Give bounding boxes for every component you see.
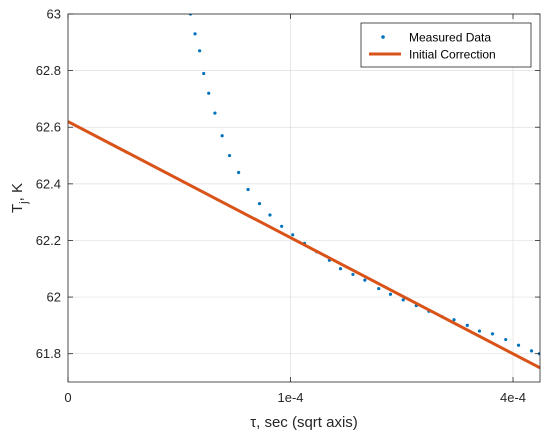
legend-box	[360, 22, 532, 68]
series-line	[68, 120, 540, 370]
data-point	[237, 170, 241, 175]
ticks: 61.8 62 62.2 62.4 62.6 62.8 63 0 1e-4 4e-4	[36, 7, 540, 405]
data-point	[477, 329, 482, 333]
data-point	[452, 318, 456, 322]
data-point	[516, 343, 521, 347]
data-point	[465, 323, 469, 327]
y-axis-label-rest: , K	[9, 183, 26, 201]
x-axis-label: τ, sec (sqrt axis)	[250, 414, 358, 431]
data-marks	[68, 14, 540, 370]
y-tick-label: 62	[47, 290, 61, 305]
y-tick-label: 62.8	[36, 63, 61, 78]
data-point	[363, 278, 367, 282]
y-tick-label: 63	[47, 7, 61, 22]
data-point	[193, 32, 197, 36]
data-point	[529, 349, 534, 353]
legend-label: Initial Correction	[409, 48, 496, 62]
y-axis-label: Tj, K	[9, 183, 30, 213]
data-point	[490, 332, 495, 336]
x-tick-label: 0	[64, 390, 71, 405]
data-point	[401, 298, 405, 302]
data-point	[202, 71, 206, 76]
data-point	[227, 153, 232, 158]
data-point	[338, 267, 343, 271]
legend-marker	[381, 35, 385, 39]
y-tick-label: 62.2	[36, 233, 61, 248]
data-point	[280, 224, 284, 228]
plot-area	[68, 14, 540, 382]
data-point	[377, 286, 381, 291]
plot-frame	[67, 13, 541, 383]
data-point	[220, 134, 224, 138]
legend-label: Measured Data	[409, 31, 491, 45]
y-tick-label: 62.6	[36, 120, 61, 135]
data-point	[504, 337, 508, 342]
y-tick-label: 61.8	[36, 346, 61, 361]
data-point	[351, 272, 355, 277]
data-point	[213, 111, 217, 115]
data-point	[257, 202, 262, 206]
data-point	[268, 213, 272, 217]
y-axis-label-main: T	[9, 204, 26, 213]
data-point	[291, 233, 295, 237]
y-tick-label: 62.4	[36, 176, 61, 191]
data-point	[207, 91, 211, 95]
y-axis-label-sub: j	[18, 201, 30, 204]
x-tick-label: 4e-4	[500, 390, 526, 405]
x-tick-label: 1e-4	[277, 390, 303, 405]
legend: Measured Data Initial Correction	[360, 22, 532, 68]
data-point	[198, 49, 202, 53]
data-point	[246, 187, 250, 192]
data-point	[388, 292, 393, 296]
